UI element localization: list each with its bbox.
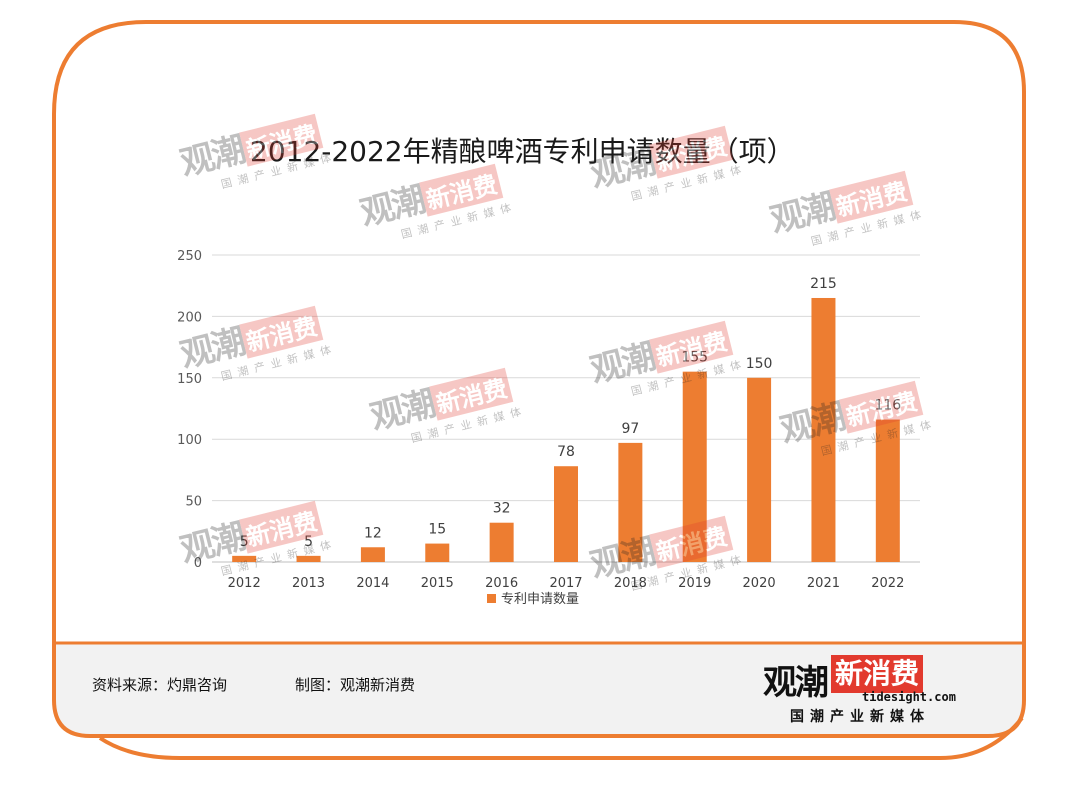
bar (296, 555, 321, 562)
bar (425, 543, 450, 562)
x-tick-label: 2022 (871, 576, 904, 591)
y-tick-label: 200 (177, 310, 202, 325)
legend-label: 专利申请数量 (501, 592, 579, 607)
bar (360, 547, 385, 562)
bar (875, 419, 900, 562)
y-tick-label: 100 (177, 433, 202, 448)
brand-logo: 观潮 新消费 (763, 655, 924, 704)
data-label: 215 (810, 276, 837, 292)
x-tick-label: 2017 (549, 576, 582, 591)
data-label: 97 (621, 421, 639, 437)
data-label: 155 (681, 350, 708, 366)
y-tick-label: 250 (177, 249, 202, 264)
bar (554, 466, 578, 562)
source-text: 资料来源：灼鼎咨询 (92, 676, 228, 694)
chart-title: 2012-2022年精酿啤酒专利申请数量（项） (250, 135, 795, 168)
x-tick-label: 2014 (356, 576, 389, 591)
legend-swatch (487, 594, 496, 603)
x-tick-label: 2016 (485, 576, 518, 591)
credit-text: 制图：观潮新消费 (295, 676, 416, 694)
data-label: 15 (428, 522, 446, 538)
x-tick-label: 2015 (421, 576, 454, 591)
data-label: 116 (874, 398, 901, 414)
x-tick-label: 2018 (614, 576, 647, 591)
x-tick-label: 2021 (807, 576, 840, 591)
bar (489, 522, 514, 562)
x-tick-label: 2020 (743, 576, 776, 591)
frame-border (52, 20, 1026, 738)
y-tick-label: 0 (194, 556, 202, 571)
data-label: 5 (304, 534, 313, 550)
bar (682, 371, 707, 562)
logo-red-text: 新消费 (831, 655, 924, 693)
x-tick-label: 2019 (678, 576, 711, 591)
bar (747, 377, 772, 562)
x-tick-label: 2012 (228, 576, 261, 591)
x-tick-label: 2013 (292, 576, 325, 591)
logo-main-text: 观潮 (763, 663, 829, 703)
data-label: 12 (364, 525, 382, 541)
data-label: 5 (240, 534, 249, 550)
bar (232, 555, 257, 562)
data-label: 32 (493, 501, 511, 517)
data-label: 150 (746, 356, 773, 372)
bar (811, 297, 836, 562)
frame-bottom-curve (98, 716, 1024, 760)
logo-url: tidesight.com (862, 690, 956, 704)
data-label: 78 (557, 444, 575, 460)
logo-subtitle: 国潮产业新媒体 (790, 709, 930, 725)
bar (618, 442, 643, 562)
y-tick-label: 50 (185, 495, 202, 510)
footer-band (54, 643, 1024, 736)
y-tick-label: 150 (177, 372, 202, 387)
